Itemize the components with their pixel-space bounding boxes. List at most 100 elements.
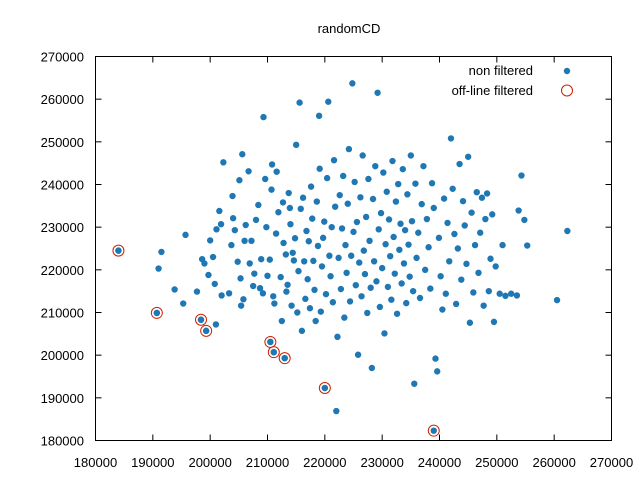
data-point-non-filtered <box>248 237 255 245</box>
data-point-non-filtered <box>406 273 413 280</box>
data-point-non-filtered <box>220 159 227 166</box>
y-tick-label: 200000 <box>41 348 84 363</box>
data-point-non-filtered <box>364 309 371 317</box>
data-point-non-filtered <box>321 218 328 225</box>
data-point-non-filtered <box>334 333 341 341</box>
data-point-non-filtered <box>354 351 362 358</box>
data-point-non-filtered <box>316 165 323 172</box>
data-point-non-filtered <box>352 281 359 289</box>
data-point-non-filtered <box>294 309 301 316</box>
data-point-non-filtered <box>201 260 208 267</box>
data-point-non-filtered <box>458 276 465 283</box>
data-point-non-filtered <box>392 198 400 205</box>
data-point-non-filtered <box>377 209 385 217</box>
data-point-non-filtered <box>155 265 162 272</box>
y-tick-label: 260000 <box>41 92 84 107</box>
data-point-non-filtered <box>470 289 477 296</box>
data-point-non-filtered <box>427 285 434 292</box>
data-point-off-line-filtered <box>150 306 163 319</box>
x-tick-label: 230000 <box>360 455 403 470</box>
x-tick-label: 270000 <box>590 455 633 470</box>
data-point-non-filtered <box>335 254 342 262</box>
data-point-non-filtered <box>398 280 405 287</box>
data-point-non-filtered <box>408 217 416 225</box>
data-point-non-filtered <box>256 284 264 292</box>
data-point-non-filtered <box>368 364 376 372</box>
data-point-non-filtered <box>278 317 286 325</box>
data-point-non-filtered <box>337 285 345 293</box>
data-point-non-filtered <box>404 191 411 198</box>
data-point-non-filtered <box>279 199 287 206</box>
x-tick-label: 200000 <box>188 455 231 470</box>
x-tick-label: 190000 <box>131 455 174 470</box>
data-point-non-filtered <box>313 198 321 205</box>
data-point-non-filtered <box>338 225 346 232</box>
data-point-non-filtered <box>349 80 356 87</box>
data-point-non-filtered <box>489 211 496 218</box>
y-tick-label: 190000 <box>41 391 84 406</box>
data-point-non-filtered <box>213 226 220 233</box>
data-point-non-filtered <box>300 258 308 265</box>
data-point-non-filtered <box>315 112 323 120</box>
data-point-non-filtered <box>282 251 290 258</box>
data-point-off-line-filtered <box>318 382 331 395</box>
data-point-non-filtered <box>237 302 245 309</box>
data-point-non-filtered <box>289 249 296 256</box>
data-point-non-filtered <box>339 172 347 180</box>
data-point-non-filtered <box>434 368 441 375</box>
data-point-non-filtered <box>209 253 217 261</box>
data-point-non-filtered <box>381 330 388 337</box>
data-point-non-filtered <box>372 162 379 170</box>
data-point-off-line-filtered <box>112 244 125 257</box>
data-point-non-filtered <box>309 215 316 222</box>
data-point-non-filtered <box>231 226 239 234</box>
data-point-non-filtered <box>328 223 335 231</box>
data-point-non-filtered <box>171 286 178 293</box>
x-tick-label: 250000 <box>475 455 518 470</box>
x-tick-label: 240000 <box>418 455 461 470</box>
x-tick-label: 220000 <box>303 455 346 470</box>
data-point-non-filtered <box>345 145 353 153</box>
data-point-non-filtered <box>240 296 247 303</box>
data-point-non-filtered <box>296 99 303 106</box>
legend-marker-off-line-filtered <box>561 84 573 97</box>
data-point-non-filtered <box>264 272 271 280</box>
data-point-non-filtered <box>271 300 278 307</box>
data-point-non-filtered <box>283 288 290 295</box>
data-point-non-filtered <box>311 286 318 294</box>
data-point-non-filtered-overlay <box>430 427 437 434</box>
data-point-non-filtered <box>449 185 456 192</box>
data-point-non-filtered <box>291 235 299 242</box>
data-point-non-filtered <box>403 299 410 307</box>
data-point-non-filtered <box>421 266 429 274</box>
data-point-non-filtered <box>482 215 489 223</box>
data-point-non-filtered <box>263 223 270 231</box>
data-point-non-filtered <box>442 290 450 297</box>
data-point-non-filtered <box>390 233 397 241</box>
data-point-non-filtered <box>365 175 372 183</box>
data-point-non-filtered <box>259 290 267 297</box>
data-point-non-filtered <box>251 270 258 277</box>
data-point-non-filtered <box>229 215 237 222</box>
data-point-non-filtered <box>302 295 309 303</box>
data-point-non-filtered <box>428 180 436 187</box>
data-point-non-filtered <box>314 242 322 250</box>
data-point-non-filtered-overlay <box>197 316 205 323</box>
data-point-non-filtered <box>305 238 312 245</box>
data-point-non-filtered <box>229 192 236 200</box>
data-point-non-filtered <box>342 241 349 249</box>
data-point-off-line-filtered <box>278 352 291 365</box>
data-point-non-filtered <box>384 283 392 291</box>
data-point-non-filtered <box>386 252 394 260</box>
data-point-non-filtered <box>463 260 470 268</box>
data-point-non-filtered <box>416 294 424 302</box>
data-point-non-filtered <box>499 241 506 249</box>
data-point-non-filtered <box>358 293 365 300</box>
data-point-off-line-filtered <box>427 424 440 437</box>
y-tick-label: 180000 <box>41 434 84 449</box>
data-point-non-filtered <box>310 257 317 265</box>
data-point-non-filtered <box>478 194 486 201</box>
data-point-non-filtered <box>304 276 311 283</box>
data-point-non-filtered <box>483 190 491 197</box>
data-point-non-filtered <box>475 269 482 277</box>
